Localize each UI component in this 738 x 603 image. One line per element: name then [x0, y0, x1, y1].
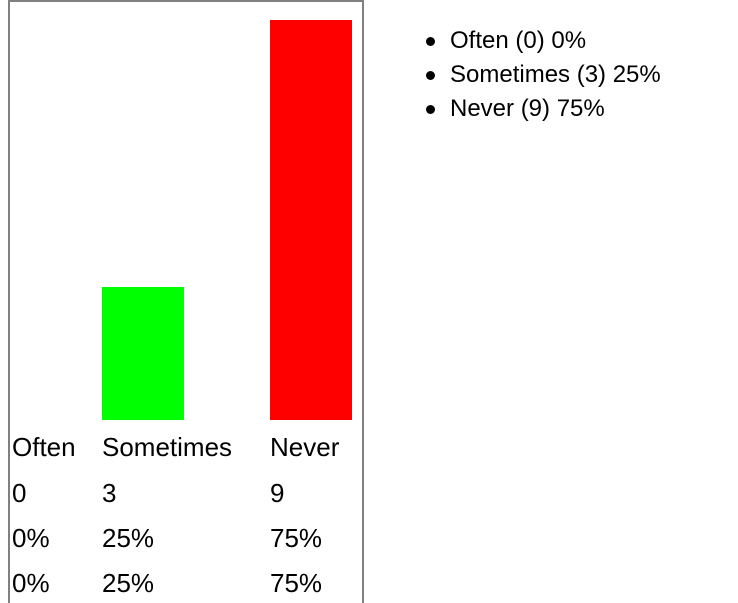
- bar-sometimes: [102, 287, 184, 420]
- bullet-icon: [426, 71, 435, 80]
- percent-repeat-never: 75%: [270, 568, 323, 598]
- legend-item-never: Never (9) 75%: [420, 92, 661, 126]
- percent-repeat-often: 0%: [12, 568, 50, 598]
- bar-chart: Often Sometimes Never 0 3 9 0% 25% 75% 0…: [8, 0, 364, 603]
- count-sometimes: 3: [102, 478, 117, 508]
- legend-item-sometimes: Sometimes (3) 25%: [420, 58, 661, 92]
- category-label-never: Never: [270, 432, 340, 462]
- legend-item-often: Often (0) 0%: [420, 24, 661, 58]
- legend-label: Sometimes (3) 25%: [450, 61, 661, 88]
- bullet-icon: [426, 37, 435, 46]
- count-often: 0: [12, 478, 27, 508]
- percent-repeat-sometimes: 25%: [102, 568, 155, 598]
- count-never: 9: [270, 478, 285, 508]
- category-label-often: Often: [12, 432, 76, 462]
- bar-area: [10, 2, 362, 422]
- legend-label: Often (0) 0%: [450, 27, 587, 54]
- category-label-sometimes: Sometimes: [102, 432, 233, 462]
- legend: Often (0) 0% Sometimes (3) 25% Never (9)…: [420, 24, 661, 126]
- legend-label: Never (9) 75%: [450, 95, 605, 122]
- percent-never: 75%: [270, 523, 323, 553]
- percent-sometimes: 25%: [102, 523, 155, 553]
- bar-never: [270, 20, 352, 420]
- bullet-icon: [426, 105, 435, 114]
- percent-often: 0%: [12, 523, 50, 553]
